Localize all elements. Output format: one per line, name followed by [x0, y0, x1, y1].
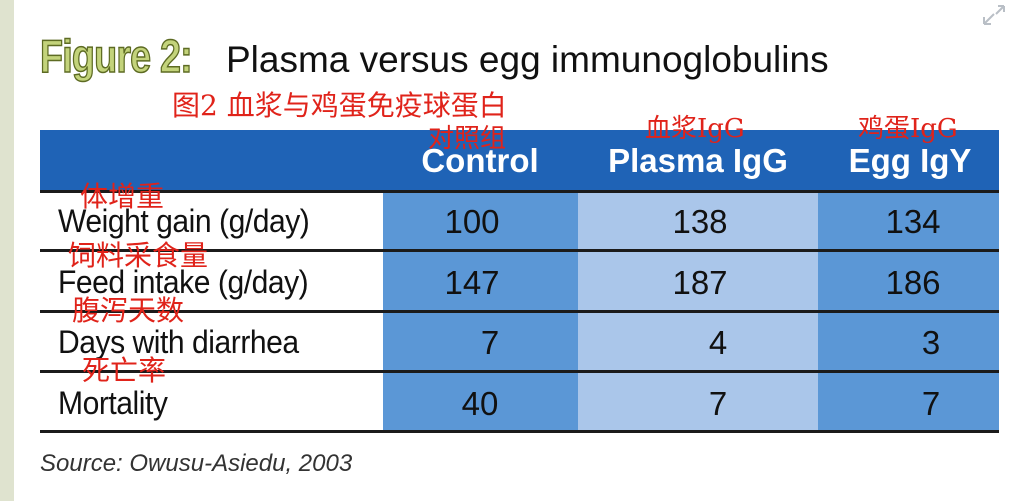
column-annotation-control: 对照组	[428, 124, 507, 154]
column-header-plasma: Plasma IgG	[608, 142, 788, 179]
source-note: Source: Owusu-Asiedu, 2003	[40, 450, 353, 477]
table-bottom-rule	[40, 430, 999, 433]
row-divider	[40, 190, 999, 193]
row-annotation-weight-gain: 体增重	[80, 180, 165, 213]
row-annotation-diarrhea: 腹泻天数	[72, 294, 185, 327]
column-annotation-plasma: 血浆IgG	[645, 114, 745, 144]
cell-feed-plasma: 187	[672, 264, 728, 301]
cell-weight-control: 100	[444, 203, 500, 240]
row-annotation-mortality: 死亡率	[82, 354, 167, 387]
row-label-feed-intake: Feed intake (g/day)	[58, 264, 309, 300]
cell-diarrhea-control: 7	[480, 324, 500, 361]
cell-mortality-control: 40	[461, 385, 499, 422]
row-annotation-feed-intake: 饲料采食量	[68, 239, 209, 272]
table-header	[40, 130, 999, 191]
column-annotation-egg: 鸡蛋IgG	[858, 114, 958, 144]
expand-icon[interactable]	[980, 2, 1008, 28]
left-margin-bar	[0, 0, 14, 501]
row-divider	[40, 370, 999, 373]
row-divider	[40, 310, 999, 313]
cell-feed-egg: 186	[885, 264, 941, 301]
cell-mortality-plasma: 7	[708, 385, 728, 422]
cell-mortality-egg: 7	[921, 385, 941, 422]
row-label-diarrhea: Days with diarrhea	[58, 324, 299, 360]
row-label-weight-gain: Weight gain (g/day)	[58, 203, 310, 239]
cell-diarrhea-egg: 3	[921, 324, 941, 361]
column-header-egg: Egg IgY	[848, 142, 972, 179]
cell-diarrhea-plasma: 4	[708, 324, 728, 361]
cell-weight-plasma: 138	[672, 203, 728, 240]
cell-weight-egg: 134	[885, 203, 941, 240]
cell-feed-control: 147	[444, 264, 500, 301]
figure-label: Figure 2:	[39, 30, 193, 82]
row-divider	[40, 249, 999, 252]
figure-title: Plasma versus egg immunoglobulins	[226, 39, 829, 80]
figure-title-annotation: 图2 血浆与鸡蛋免疫球蛋白	[172, 89, 507, 122]
column-header-control: Control	[421, 142, 539, 179]
row-label-mortality: Mortality	[58, 385, 168, 421]
